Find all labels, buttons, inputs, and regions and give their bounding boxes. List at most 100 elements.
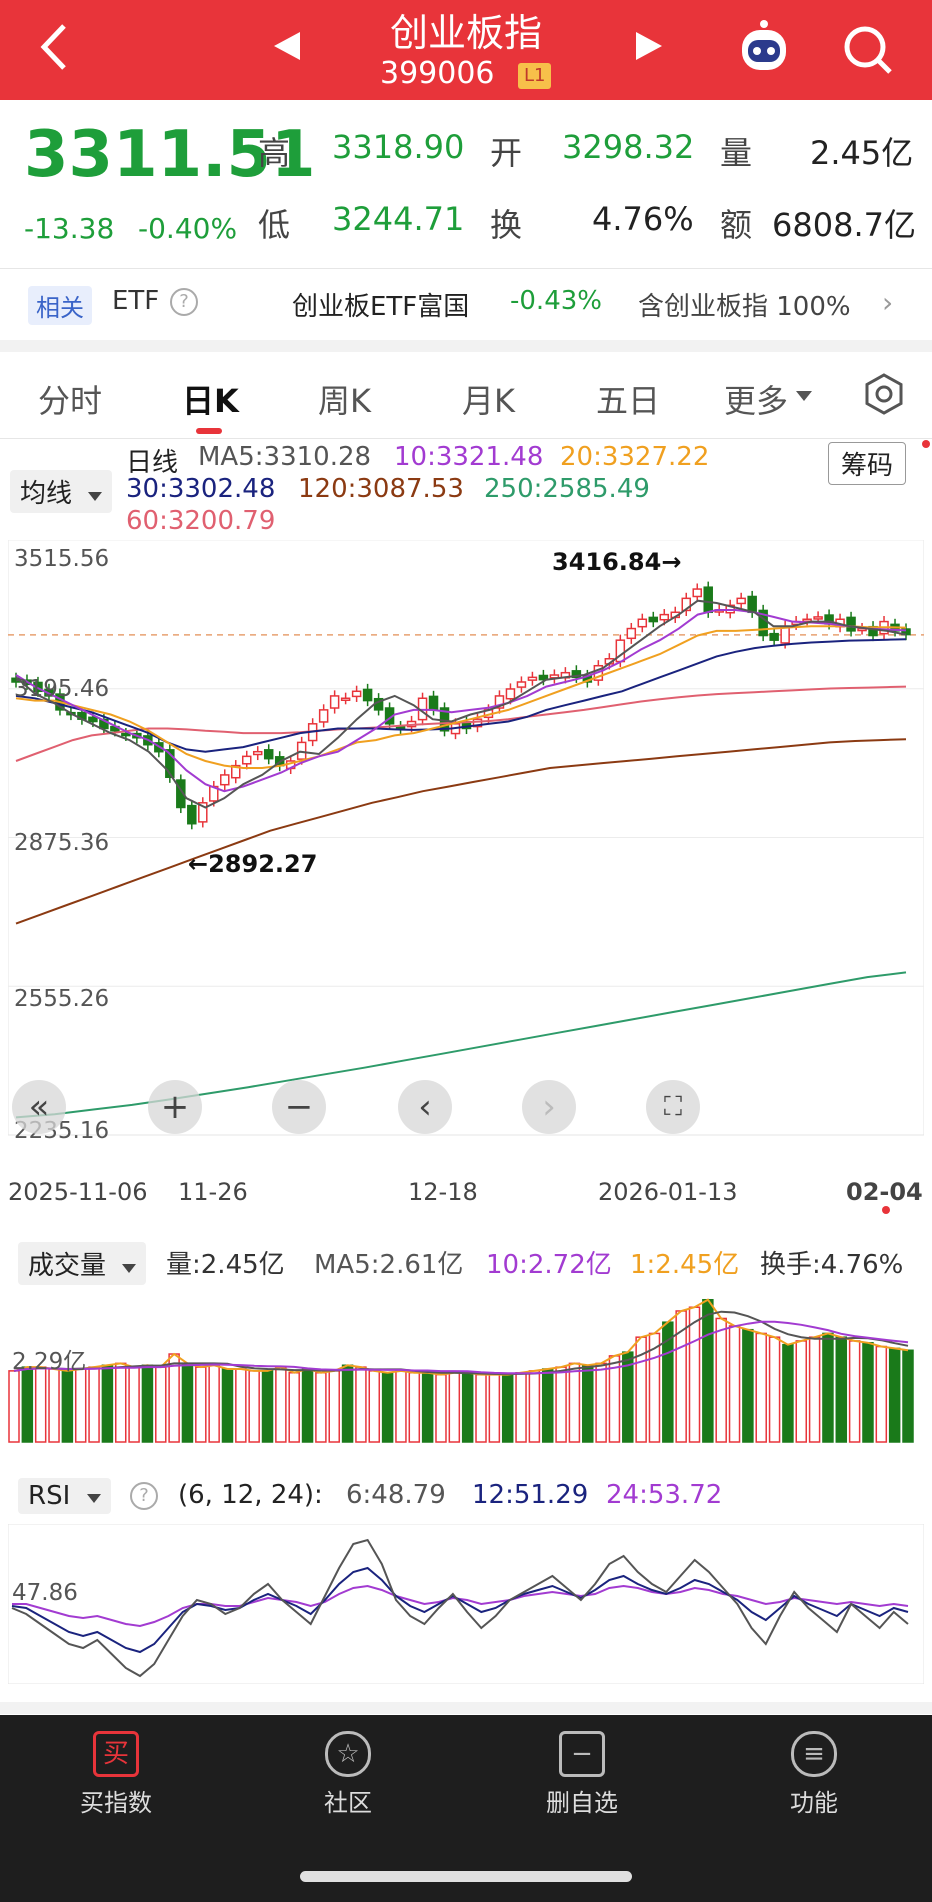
volume-bar: [114, 1362, 127, 1443]
scroll-left-icon[interactable]: ‹: [398, 1080, 452, 1134]
ma60-line: [15, 685, 907, 762]
volume-y-label: 2.29亿: [12, 1349, 87, 1375]
scroll-right-icon[interactable]: ›: [522, 1080, 576, 1134]
candle: [340, 697, 351, 702]
rewind-icon[interactable]: «: [12, 1080, 66, 1134]
turnover-label: 换: [490, 206, 523, 244]
rsi12-line: [11, 1566, 909, 1654]
volume-bar: [568, 1362, 581, 1443]
min-price-annotation: ←2892.27: [188, 850, 318, 878]
volume-bar: [515, 1371, 527, 1443]
search-icon[interactable]: [842, 24, 894, 80]
community-star-icon: ☆: [325, 1731, 371, 1777]
high-label: 高: [258, 134, 291, 172]
chips-button[interactable]: 筹码: [828, 442, 907, 485]
function-label: 功能: [790, 1789, 838, 1817]
tab-monthly-k[interactable]: 月K: [462, 382, 515, 420]
volume-bar: [862, 1342, 874, 1443]
x-axis-label: 2025-11-06: [8, 1178, 148, 1206]
candle: [747, 595, 757, 614]
volume-bar: [8, 1370, 20, 1443]
volume-bar: [248, 1370, 260, 1443]
volume-bar: [595, 1362, 607, 1443]
tab-five-day[interactable]: 五日: [596, 382, 661, 420]
volume-bar: [902, 1349, 914, 1443]
etf-row[interactable]: 相关 ETF ? 创业板ETF富国 -0.43% 含创业板指 100% ›: [0, 270, 932, 338]
volume-bar: [541, 1368, 554, 1443]
candle: [648, 616, 659, 623]
help-icon[interactable]: ?: [130, 1482, 158, 1510]
fullscreen-icon[interactable]: ⛶: [646, 1080, 700, 1134]
zoom-out-icon[interactable]: −: [272, 1080, 326, 1134]
volume-bar: [155, 1366, 167, 1443]
candle: [165, 749, 175, 779]
candle: [758, 609, 768, 637]
prev-index-icon[interactable]: [272, 30, 302, 66]
volume-bar: [421, 1371, 434, 1443]
home-indicator: [300, 1871, 632, 1882]
etf-name[interactable]: 创业板ETF富国: [292, 292, 470, 322]
volume-label: 量: [720, 134, 753, 172]
robot-assistant-icon[interactable]: [734, 18, 794, 82]
volume-bar: [822, 1332, 834, 1443]
volume-bar: [555, 1366, 567, 1443]
x-axis-label: 11-26: [178, 1178, 248, 1206]
candle: [176, 779, 186, 809]
function-button[interactable]: ≡ 功能: [724, 1731, 904, 1818]
etf-change: -0.43%: [510, 286, 602, 316]
volume-bar: [275, 1366, 287, 1443]
remove-watchlist-button[interactable]: − 删自选: [492, 1731, 672, 1818]
volume-bar: [528, 1370, 541, 1443]
tab-weekly-k[interactable]: 周K: [318, 382, 371, 420]
y-axis-label: 3195.46: [14, 676, 110, 702]
volume-bar: [435, 1373, 447, 1443]
volume-selector[interactable]: 成交量: [18, 1242, 147, 1285]
volume-bar: [888, 1347, 901, 1443]
turnover-value: 4.76%: [592, 200, 694, 238]
volume-bar: [835, 1336, 848, 1443]
related-tag: 相关: [28, 286, 92, 325]
ma250-value: 250:2585.49: [484, 474, 650, 504]
kline-chart[interactable]: [8, 540, 924, 1160]
candle: [428, 695, 439, 711]
candle: [538, 674, 549, 681]
zoom-in-icon[interactable]: +: [148, 1080, 202, 1134]
price-change: -13.38: [24, 212, 115, 245]
volume-bar: [341, 1364, 354, 1443]
volume-value: 量:2.45亿: [166, 1250, 285, 1280]
tab-daily-k[interactable]: 日K: [182, 382, 239, 420]
buy-index-button[interactable]: 买 买指数: [26, 1731, 206, 1818]
volume-bar: [141, 1364, 154, 1443]
volume-ma5-line: [13, 1310, 909, 1375]
ma-selector[interactable]: 均线: [10, 470, 113, 513]
menu-circle-icon: ≡: [791, 1731, 837, 1777]
next-index-icon[interactable]: [634, 30, 664, 66]
tab-more[interactable]: 更多: [724, 382, 789, 420]
candle: [571, 670, 582, 679]
rsi-chart[interactable]: [8, 1524, 924, 1684]
volume-bar: [208, 1364, 220, 1443]
rsi-selector[interactable]: RSI: [18, 1478, 111, 1514]
volume-bar: [688, 1306, 701, 1443]
low-label: 低: [258, 206, 291, 244]
volume-chart[interactable]: [8, 1290, 924, 1450]
community-button[interactable]: ☆ 社区: [258, 1731, 438, 1818]
volume-bar: [501, 1373, 514, 1443]
candle: [362, 688, 373, 702]
settings-hexagon-icon[interactable]: [862, 372, 906, 420]
volume-bar: [368, 1370, 381, 1443]
volume-ma5: MA5:2.61亿: [314, 1250, 464, 1280]
volume-bar: [582, 1364, 594, 1443]
x-axis-label: 02-04: [846, 1178, 923, 1206]
candle: [88, 716, 98, 723]
ma20-value: 20:3327.22: [560, 442, 710, 472]
candle: [296, 741, 307, 760]
divider: [0, 438, 932, 439]
volume-bar: [48, 1368, 60, 1443]
candle: [692, 588, 702, 598]
rsi-6: 6:48.79: [346, 1480, 446, 1510]
back-icon[interactable]: [38, 22, 68, 72]
bottom-bar: 买 买指数 ☆ 社区 − 删自选 ≡ 功能: [0, 1715, 932, 1902]
tab-intraday[interactable]: 分时: [38, 382, 103, 420]
help-icon[interactable]: ?: [170, 288, 198, 316]
